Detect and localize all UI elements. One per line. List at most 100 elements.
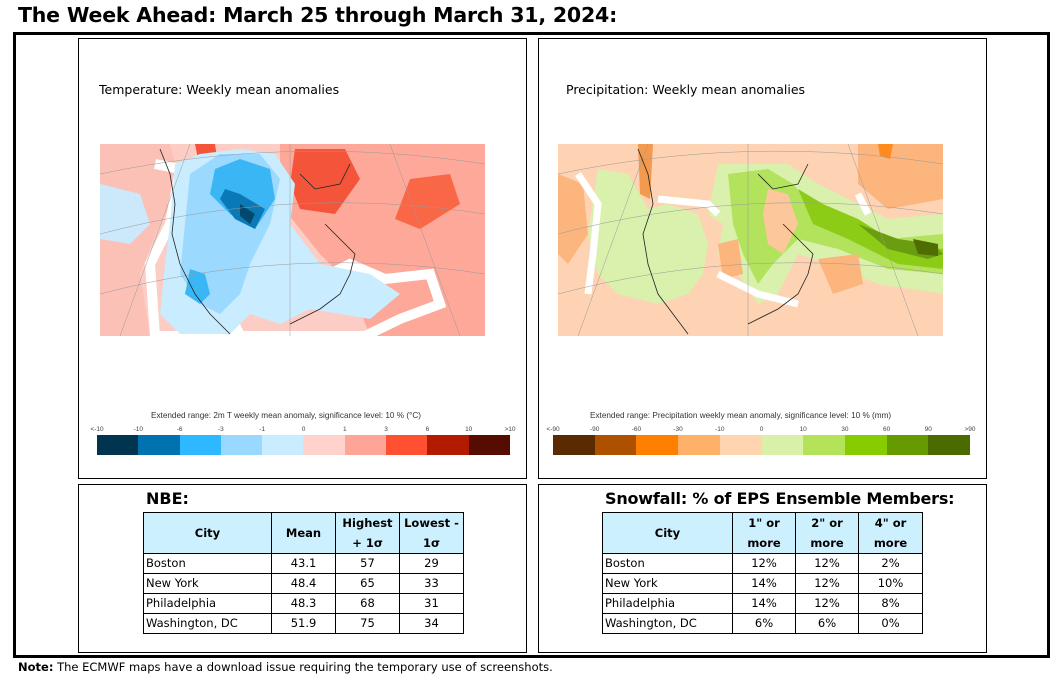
temperature-colorbar-tick-label: 10 [465,426,473,433]
snowfall-row: New York 14% 12% 10% [602,573,923,594]
precip-neutral-band [575,172,872,308]
snowfall-value-cell: 12% [795,593,859,614]
nbe-city-cell: Philadelphia [143,593,272,614]
nbe-value-cell: 65 [335,573,400,594]
nbe-city-cell: Boston [143,553,272,574]
nbe-row: Philadelphia 48.3 68 31 [143,593,464,614]
temperature-colorbar-tick-label: -1 [259,426,266,433]
nbe-header-lowest: Lowest - 1σ [399,512,464,554]
precip-pacific-dry [558,174,588,264]
temp-deep-cold [240,204,255,224]
temp-rockies-cold [185,269,210,304]
precipitation-anomaly-map [558,144,943,336]
temperature-colorbar-tick-label: -3 [218,426,224,433]
nbe-value-cell: 48.3 [271,593,336,614]
nbe-city-cell: Washington, DC [143,613,272,634]
snowfall-city-cell: Washington, DC [602,613,733,634]
temperature-colorbar-swatch [220,435,263,455]
precipitation-colorbar-tick-label: -30 [673,426,683,433]
snowfall-value-cell: 6% [732,613,796,634]
precipitation-colorbar-tick-label: -60 [631,426,642,433]
precipitation-colorbar-tick-label: 90 [924,426,932,433]
precipitation-panel: Precipitation: Weekly mean anomalies [538,38,987,479]
snowfall-value-cell: 2% [858,553,923,574]
nbe-value-cell: 31 [399,593,464,614]
nbe-header-highest: Highest + 1σ [335,512,400,554]
precipitation-colorbar-swatch [594,435,637,455]
precipitation-colorbar-tick-label: <-90 [546,426,560,433]
precipitation-colorbar-caption: Extended range: Precipitation weekly mea… [590,411,892,420]
temperature-colorbar-labels: <-10 -10 -6 -3 -1 0 1 3 6 10 >10 [90,426,515,436]
nbe-row: Washington, DC 51.9 75 34 [143,613,464,634]
temperature-panel: Temperature: Weekly mean anomalies [78,38,527,479]
snowfall-row: Boston 12% 12% 2% [602,553,923,574]
precipitation-colorbar-tick-label: 30 [841,426,849,433]
snowfall-value-cell: 10% [858,573,923,594]
precip-atlantic-max-wet [913,239,938,256]
page-title: The Week Ahead: March 25 through March 3… [18,3,618,27]
snowfall-row: Philadelphia 14% 12% 8% [602,593,923,614]
footnote: Note: The ECMWF maps have a download iss… [18,660,553,674]
snowfall-header-4in: 4" or more [858,512,923,554]
nbe-value-cell: 33 [399,573,464,594]
nbe-value-cell: 34 [399,613,464,634]
snowfall-header-2in: 2" or more [795,512,859,554]
precip-atlantic-dry [858,144,943,209]
snowfall-value-cell: 12% [795,573,859,594]
snowfall-city-cell: Boston [602,553,733,574]
temperature-colorbar-swatch [138,435,180,455]
temp-pacific-cool [100,184,150,244]
nbe-table: City Mean Highest + 1σ Lowest - 1σ Bosto… [143,512,464,634]
snowfall-city-cell: New York [602,573,733,594]
precip-atlantic-very-dry [878,144,893,159]
nbe-header-row: City Mean Highest + 1σ Lowest - 1σ [143,512,464,554]
nbe-title: NBE: [146,489,189,508]
precipitation-colorbar-tick-label: 0 [759,426,764,433]
note-label: Note: [18,660,54,674]
snowfall-table: City 1" or more 2" or more 4" or more Bo… [602,512,923,634]
nbe-row: Boston 43.1 57 29 [143,553,464,574]
temperature-colorbar [97,435,510,455]
temperature-colorbar-swatch [262,435,304,455]
temperature-colorbar-swatch [344,435,387,455]
outer-frame [13,32,1050,658]
precipitation-colorbar-tick-label: -90 [589,426,600,433]
temperature-colorbar-caption: Extended range: 2m T weekly mean anomaly… [151,411,421,420]
precipitation-colorbar-swatch [803,435,845,455]
temperature-anomaly-map [100,144,485,336]
nbe-value-cell: 68 [335,593,400,614]
snowfall-value-cell: 12% [732,553,796,574]
nbe-value-cell: 51.9 [271,613,336,634]
nbe-header-city: City [143,512,272,554]
precip-latitude-lines [558,150,943,295]
nbe-city-cell: New York [143,573,272,594]
temperature-colorbar-swatch [303,435,345,455]
precipitation-colorbar-swatch [719,435,762,455]
temperature-colorbar-tick-label: <-10 [90,426,104,433]
temperature-colorbar-tick-label: 6 [425,426,430,433]
snowfall-value-cell: 0% [858,613,923,634]
precip-southeast-dry [818,254,863,294]
snowfall-panel: Snowfall: % of EPS Ensemble Members: Cit… [538,484,987,653]
temperature-colorbar-tick-label: -6 [176,426,183,433]
snowfall-row: Washington, DC 6% 6% 0% [602,613,923,634]
nbe-row: New York 48.4 65 33 [143,573,464,594]
snowfall-value-cell: 8% [858,593,923,614]
precipitation-colorbar-swatch [886,435,929,455]
temperature-colorbar-tick-label: 1 [342,426,347,433]
temperature-colorbar-tick-label: -10 [133,426,143,433]
nbe-value-cell: 43.1 [271,553,336,574]
temperature-colorbar-swatch [179,435,221,455]
snowfall-header-1in: 1" or more [732,512,796,554]
snowfall-header-row: City 1" or more 2" or more 4" or more [602,512,923,554]
temp-latitude-lines [100,150,485,295]
precipitation-colorbar-tick-label: >90 [964,426,976,433]
note-text: The ECMWF maps have a download issue req… [53,660,553,674]
nbe-panel: NBE: City Mean Highest + 1σ Lowest - 1σ … [78,484,527,653]
precip-coastlines [637,148,814,335]
temperature-colorbar-tick-label: 0 [301,426,306,433]
nbe-value-cell: 57 [335,553,400,574]
precipitation-colorbar-labels: <-90 -90 -60 -30 -10 0 10 30 60 90 >90 [546,426,975,436]
temperature-colorbar-swatch [468,435,510,455]
snowfall-value-cell: 14% [732,573,796,594]
